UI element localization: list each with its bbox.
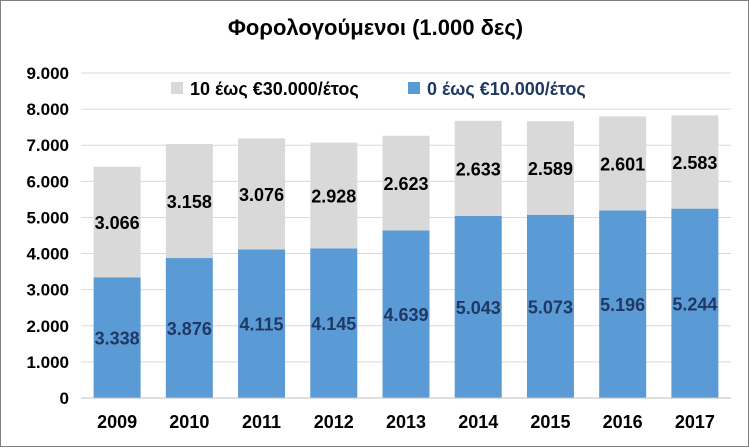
y-tick-label: 1.000 (26, 353, 69, 372)
data-label-bottom: 4.639 (383, 305, 428, 325)
bar-segment-bottom (382, 230, 430, 398)
bar-segment-bottom (310, 248, 358, 398)
x-tick-label: 2017 (675, 412, 715, 432)
legend-label-bottom: 0 έως €10.000/έτος (427, 79, 586, 99)
y-tick-label: 2.000 (26, 317, 69, 336)
bar-segment-bottom (526, 214, 574, 398)
y-tick-label: 3.000 (26, 281, 69, 300)
y-tick-label: 9.000 (26, 64, 69, 83)
bar-segment-top (165, 143, 213, 259)
bar-segment-top (93, 166, 141, 278)
bar-segment-top (526, 121, 574, 215)
x-tick-label: 2015 (530, 412, 570, 432)
data-label-bottom: 5.196 (600, 295, 645, 315)
x-tick-label: 2011 (242, 412, 281, 432)
data-label-top: 2.601 (600, 154, 645, 174)
bar-segment-bottom (671, 208, 719, 398)
data-label-bottom: 5.043 (456, 298, 501, 318)
x-tick-label: 2009 (97, 412, 137, 432)
bar-segment-top (599, 116, 647, 211)
bar-segment-top (671, 115, 719, 209)
legend-label-top: 10 έως €30.000/έτος (190, 79, 359, 99)
bar-segment-bottom (599, 210, 647, 398)
data-label-bottom: 5.073 (528, 297, 573, 317)
y-tick-label: 6.000 (26, 172, 69, 191)
bar-segment-top (238, 138, 286, 250)
x-tick-label: 2016 (603, 412, 643, 432)
bar-segment-top (310, 142, 358, 249)
y-tick-label: 8.000 (26, 100, 69, 119)
x-tick-label: 2013 (386, 412, 426, 432)
x-tick-label: 2014 (458, 412, 498, 432)
data-label-bottom: 4.145 (311, 314, 356, 334)
legend-swatch-bottom (408, 82, 420, 94)
x-tick-label: 2012 (314, 412, 354, 432)
data-label-top: 3.158 (167, 192, 212, 212)
y-tick-label: 4.000 (26, 245, 69, 264)
data-label-bottom: 3.338 (95, 329, 140, 349)
legend-swatch-top (171, 82, 183, 94)
data-label-bottom: 5.244 (672, 294, 717, 314)
data-label-top: 3.076 (239, 185, 284, 205)
data-label-bottom: 4.115 (240, 315, 284, 335)
data-label-top: 2.928 (311, 186, 356, 206)
data-label-top: 2.583 (672, 153, 717, 173)
bar-segment-top (382, 135, 430, 231)
data-label-top: 3.066 (95, 213, 140, 233)
bar-segment-bottom (238, 249, 286, 398)
bar-segment-bottom (165, 258, 213, 398)
bar-segment-top (454, 120, 502, 216)
data-label-bottom: 3.876 (167, 319, 212, 339)
data-label-top: 2.623 (383, 174, 428, 194)
bar-segment-bottom (454, 215, 502, 398)
x-tick-label: 2010 (169, 412, 209, 432)
bar-segment-bottom (93, 277, 141, 398)
y-tick-label: 7.000 (26, 136, 69, 155)
y-tick-label: 5.000 (26, 208, 69, 227)
data-label-top: 2.589 (528, 159, 573, 179)
chart-title: Φορολογούμενοι (1.000 δες) (227, 15, 524, 40)
y-tick-label: 0 (60, 389, 69, 408)
data-label-top: 2.633 (456, 159, 501, 179)
